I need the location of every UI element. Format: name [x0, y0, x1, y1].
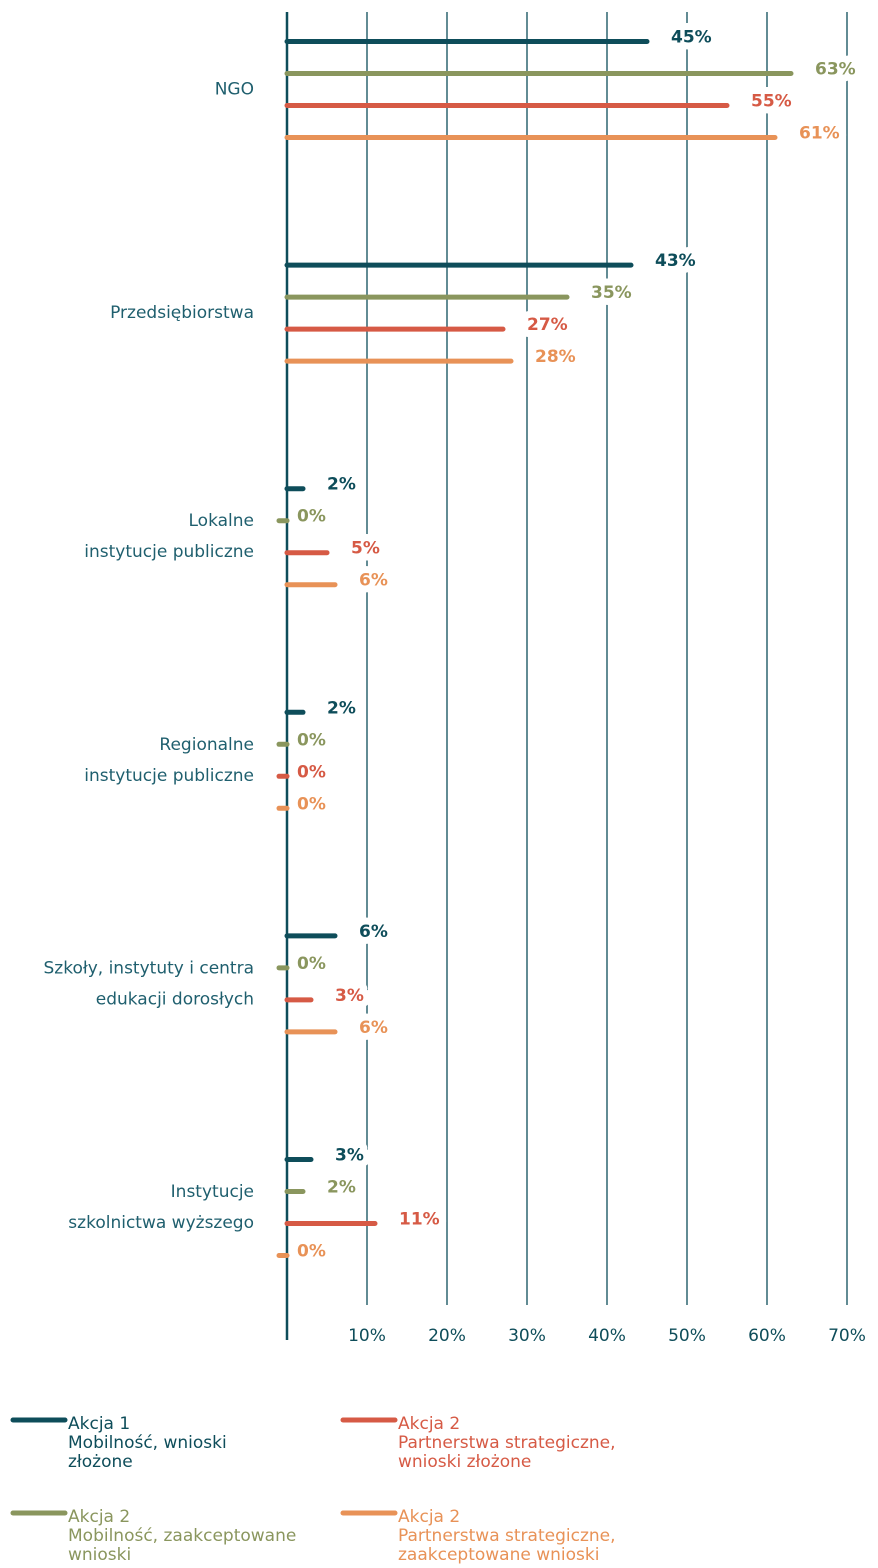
- value-label: 2%: [327, 475, 356, 495]
- category-label: Przedsiębiorstwa: [110, 303, 254, 323]
- value-label: 45%: [671, 28, 712, 48]
- value-label: 0%: [297, 730, 326, 750]
- legend-label: Akcja 2 Partnerstwa strategiczne, zaakcept…: [398, 1507, 616, 1565]
- value-label: 5%: [351, 539, 380, 559]
- category-label: Lokalne instytucje publiczne: [84, 511, 254, 562]
- category-label: Regionalne instytucje publiczne: [84, 735, 254, 786]
- value-label: 61%: [799, 124, 840, 144]
- value-label: 43%: [655, 251, 696, 271]
- x-tick-label: 60%: [748, 1326, 786, 1346]
- value-label: 0%: [297, 954, 326, 974]
- value-label: 2%: [327, 698, 356, 718]
- value-label: 11%: [399, 1210, 440, 1230]
- category-label: Szkoły, instytuty i centra edukacji doros…: [44, 958, 254, 1009]
- x-tick-label: 50%: [668, 1326, 706, 1346]
- value-label: 55%: [751, 92, 792, 112]
- value-label: 63%: [815, 60, 856, 80]
- value-label: 0%: [297, 1242, 326, 1262]
- x-tick-label: 10%: [348, 1326, 386, 1346]
- value-label: 0%: [297, 762, 326, 782]
- x-tick-label: 40%: [588, 1326, 626, 1346]
- category-label: NGO: [215, 80, 254, 100]
- value-label: 2%: [327, 1178, 356, 1198]
- value-label: 28%: [535, 347, 576, 367]
- value-label: 3%: [335, 986, 364, 1006]
- legend-label: Akcja 2 Mobilność, zaakceptowane wnioski: [68, 1507, 296, 1565]
- x-tick-label: 20%: [428, 1326, 466, 1346]
- value-label: 3%: [335, 1146, 364, 1166]
- legend-label: Akcja 2 Partnerstwa strategiczne, wnioski …: [398, 1414, 616, 1472]
- value-label: 6%: [359, 922, 388, 942]
- value-label: 0%: [297, 507, 326, 527]
- value-label: 27%: [527, 315, 568, 335]
- category-label: Instytucje szkolnictwa wyższego: [68, 1182, 254, 1233]
- legend-label: Akcja 1 Mobilność, wnioski złożone: [68, 1414, 227, 1472]
- value-label: 35%: [591, 283, 632, 303]
- value-label: 6%: [359, 571, 388, 591]
- x-tick-label: 70%: [828, 1326, 866, 1346]
- value-label: 6%: [359, 1018, 388, 1038]
- value-label: 0%: [297, 794, 326, 814]
- x-tick-label: 30%: [508, 1326, 546, 1346]
